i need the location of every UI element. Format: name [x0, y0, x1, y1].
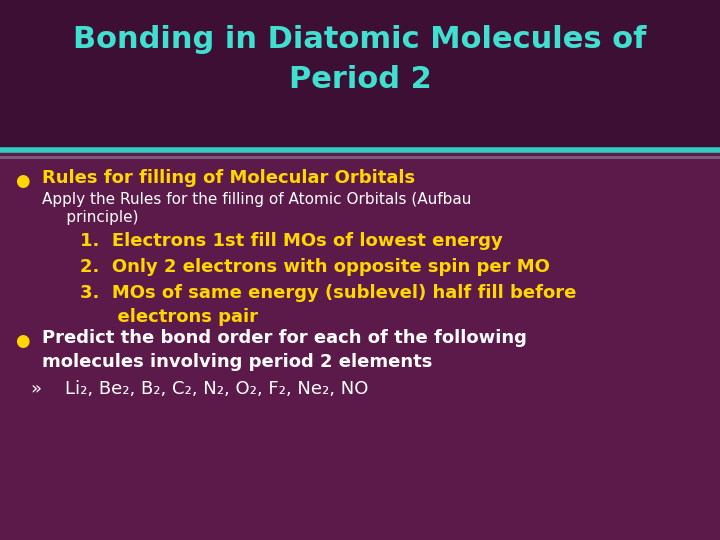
Text: Rules for filling of Molecular Orbitals: Rules for filling of Molecular Orbitals	[42, 169, 415, 187]
Text: 1.  Electrons 1st fill MOs of lowest energy: 1. Electrons 1st fill MOs of lowest ener…	[80, 232, 503, 250]
Text: Bonding in Diatomic Molecules of: Bonding in Diatomic Molecules of	[73, 25, 647, 55]
Text: Li₂, Be₂, B₂, C₂, N₂, O₂, F₂, Ne₂, NO: Li₂, Be₂, B₂, C₂, N₂, O₂, F₂, Ne₂, NO	[65, 380, 369, 398]
Text: »: »	[30, 380, 41, 398]
Text: Period 2: Period 2	[289, 65, 431, 94]
FancyBboxPatch shape	[0, 0, 720, 150]
Text: 3.  MOs of same energy (sublevel) half fill before: 3. MOs of same energy (sublevel) half fi…	[80, 284, 577, 302]
Text: principle): principle)	[42, 210, 138, 225]
Text: Apply the Rules for the filling of Atomic Orbitals (Aufbau: Apply the Rules for the filling of Atomi…	[42, 192, 472, 207]
Text: molecules involving period 2 elements: molecules involving period 2 elements	[42, 353, 433, 371]
Text: ●: ●	[14, 172, 30, 190]
Text: 2.  Only 2 electrons with opposite spin per MO: 2. Only 2 electrons with opposite spin p…	[80, 258, 550, 276]
Text: ●: ●	[14, 332, 30, 350]
Text: Predict the bond order for each of the following: Predict the bond order for each of the f…	[42, 329, 527, 347]
Text: electrons pair: electrons pair	[80, 308, 258, 326]
